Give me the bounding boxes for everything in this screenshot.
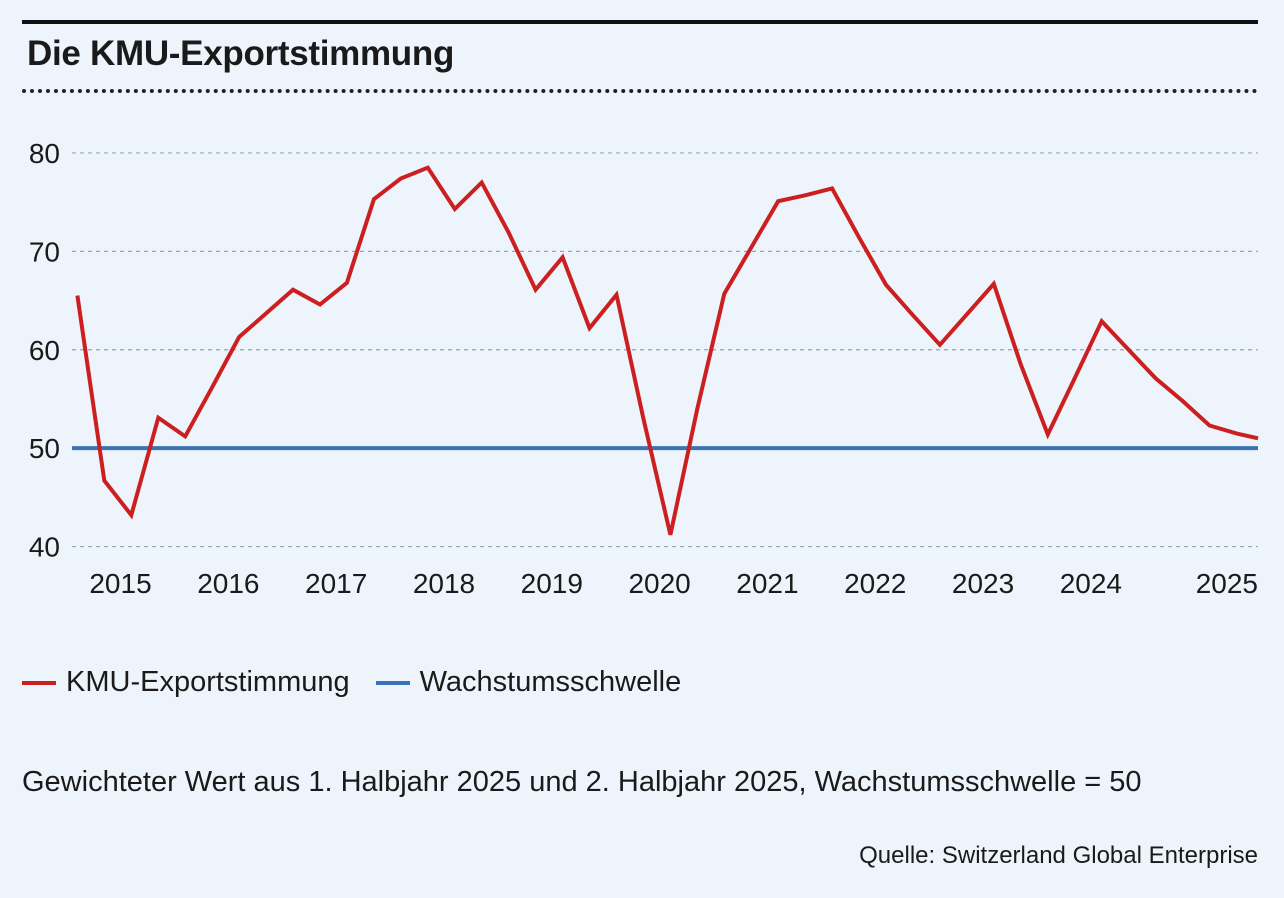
series-lines xyxy=(72,165,1259,536)
legend-swatch-blue xyxy=(375,680,410,685)
x-tick-labels: 2015 2016 2017 2018 2019 2020 2021 2022 2023 2024… xyxy=(89,568,1258,599)
x-tick-label: 2023 xyxy=(952,568,1014,599)
y-tick-label: 70 xyxy=(29,236,60,267)
y-tick-label: 40 xyxy=(29,532,60,563)
source-credit: Quelle: Switzerland Global Enterprise xyxy=(859,842,1258,869)
x-tick-label: 2021 xyxy=(736,568,798,599)
legend-label-threshold: Wachstumsschwelle xyxy=(419,666,682,698)
x-tick-label: 2022 xyxy=(844,568,906,599)
x-tick-label: 2016 xyxy=(197,568,259,599)
x-tick-label: 2015 xyxy=(89,568,151,599)
legend-label-series: KMU-Exportstimmung xyxy=(66,666,350,698)
x-tick-label: 2018 xyxy=(413,568,475,599)
title-divider xyxy=(22,89,1258,93)
y-tick-label: 50 xyxy=(29,433,60,464)
legend-swatch-red xyxy=(22,680,56,685)
series-line-kmu-exportstimmung xyxy=(75,165,1259,536)
x-tick-label: 2024 xyxy=(1060,568,1122,599)
top-rule xyxy=(22,20,1258,24)
x-tick-label: 2019 xyxy=(521,568,583,599)
x-tick-label: 2020 xyxy=(628,568,690,599)
legend: KMU-Exportstimmung Wachstumsschwelle xyxy=(22,666,707,699)
y-tick-labels: 40 50 60 70 80 xyxy=(29,138,60,563)
y-tick-label: 60 xyxy=(29,335,60,366)
chart-note: Gewichteter Wert aus 1. Halbjahr 2025 un… xyxy=(22,766,1142,798)
grid-lines xyxy=(72,152,1258,548)
legend-item-series: KMU-Exportstimmung xyxy=(22,666,350,699)
x-tick-label: 2025 xyxy=(1196,568,1258,599)
x-tick-label: 2017 xyxy=(305,568,367,599)
chart-title: Die KMU-Exportstimmung xyxy=(27,34,455,73)
y-tick-label: 80 xyxy=(29,138,60,169)
legend-item-threshold: Wachstumsschwelle xyxy=(375,666,682,699)
